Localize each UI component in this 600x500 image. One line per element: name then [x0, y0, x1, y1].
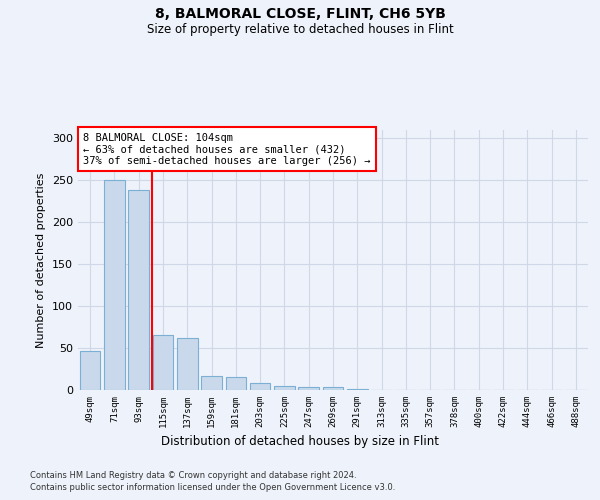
Bar [128, 190, 149, 390]
Bar [226, 376, 246, 390]
Text: 8, BALMORAL CLOSE, FLINT, CH6 5YB: 8, BALMORAL CLOSE, FLINT, CH6 5YB [155, 8, 445, 22]
Text: 8 BALMORAL CLOSE: 104sqm
← 63% of detached houses are smaller (432)
37% of semi-: 8 BALMORAL CLOSE: 104sqm ← 63% of detach… [83, 132, 371, 166]
Text: Contains HM Land Registry data © Crown copyright and database right 2024.: Contains HM Land Registry data © Crown c… [30, 471, 356, 480]
Bar [177, 338, 197, 390]
Bar [201, 376, 222, 390]
Bar [298, 386, 319, 390]
Bar [250, 384, 271, 390]
Bar [152, 334, 173, 390]
Text: Distribution of detached houses by size in Flint: Distribution of detached houses by size … [161, 435, 439, 448]
Bar [104, 180, 125, 390]
Y-axis label: Number of detached properties: Number of detached properties [37, 172, 46, 348]
Bar [274, 386, 295, 390]
Text: Contains public sector information licensed under the Open Government Licence v3: Contains public sector information licen… [30, 484, 395, 492]
Bar [347, 389, 368, 390]
Text: Size of property relative to detached houses in Flint: Size of property relative to detached ho… [146, 22, 454, 36]
Bar [80, 350, 100, 390]
Bar [323, 388, 343, 390]
